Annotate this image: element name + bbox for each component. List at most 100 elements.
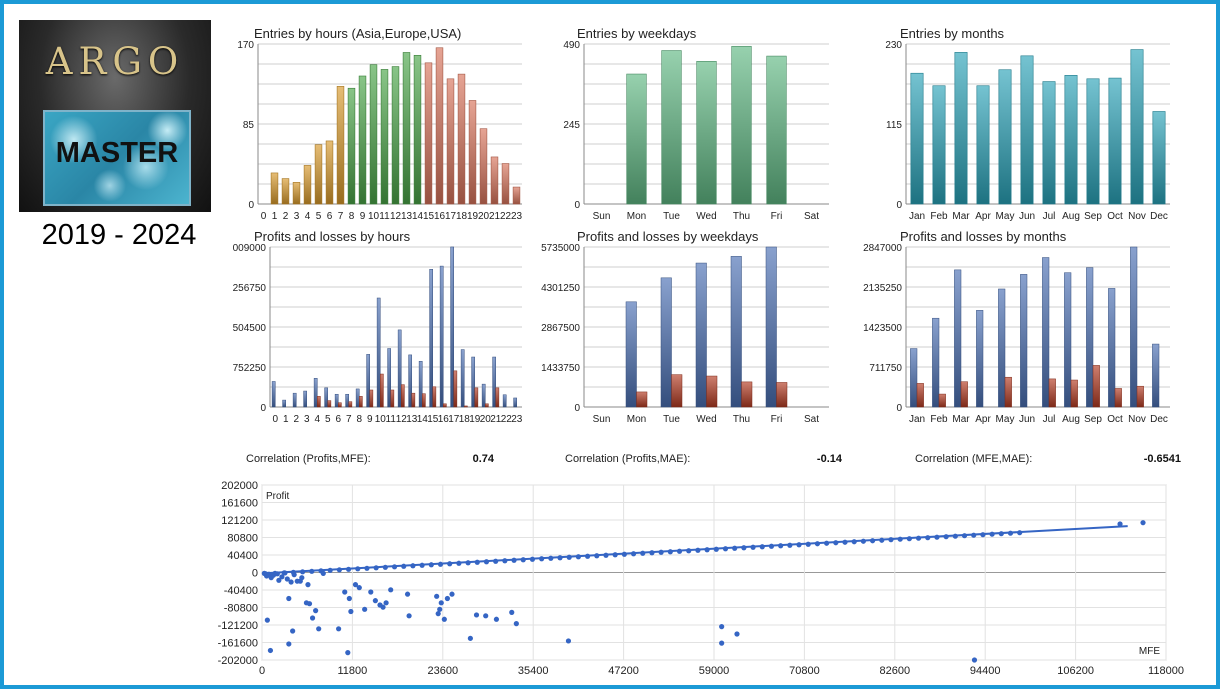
scatter-point: [565, 638, 572, 644]
scatter-x-tick-label: 106200: [1057, 665, 1094, 677]
scatter-point: [297, 578, 303, 584]
scatter-point: [502, 558, 508, 564]
scatter-point: [584, 553, 591, 559]
scatter-point: [520, 557, 526, 563]
y-tick-label: 256750: [233, 283, 267, 294]
scatter-point: [719, 624, 725, 630]
profit-bar-Mon: [625, 301, 637, 408]
scatter-point: [980, 532, 986, 538]
profit-bar-Jul: [1042, 257, 1050, 408]
scatter-point: [529, 556, 536, 562]
bar-May: [998, 69, 1012, 205]
x-tick-label: Nov: [1128, 414, 1146, 425]
scatter-point: [336, 626, 342, 632]
scatter-point: [750, 544, 756, 550]
y-tick-label: 711750: [869, 363, 902, 374]
y-tick-label: 2135250: [863, 283, 902, 294]
correlation-label-profits-mae: Correlation (Profits,MAE):: [565, 453, 691, 465]
scatter-point: [971, 657, 978, 663]
scatter-x-tick-label: 70800: [789, 665, 820, 677]
y-tick-label: 245: [563, 120, 580, 131]
scatter-point: [998, 531, 1004, 537]
scatter-point: [441, 616, 447, 622]
x-tick-label: 6: [335, 414, 341, 425]
x-tick-label: 9: [360, 211, 366, 222]
bar-10: [369, 64, 378, 205]
profit-bar-16: [439, 265, 444, 408]
scatter-y-label: Profit: [266, 491, 290, 502]
loss-bar-9: [369, 389, 374, 408]
x-tick-label: 22: [501, 414, 513, 425]
y-tick-label: 5735000: [541, 243, 580, 254]
x-tick-label: Dec: [1150, 414, 1168, 425]
scatter-x-tick-label: 82600: [880, 665, 911, 677]
bar-12: [391, 66, 400, 205]
scatter-point: [778, 543, 784, 549]
period-label: 2019 - 2024: [41, 219, 197, 251]
scatter-point: [372, 598, 378, 604]
y-tick-label: 752250: [233, 363, 267, 374]
x-tick-label: 12: [390, 211, 402, 222]
scatter-x-tick-label: 118000: [1148, 665, 1184, 677]
x-tick-label: Jun: [1019, 211, 1035, 222]
bar-Apr: [976, 85, 990, 205]
logo-bottom-text: MASTER: [55, 137, 179, 169]
loss-bar-Fri: [776, 382, 788, 408]
bar-5: [314, 144, 323, 205]
scatter-point: [282, 570, 288, 576]
scatter-y-tick-label: -40400: [224, 585, 258, 597]
scatter-point: [787, 542, 793, 548]
x-tick-label: 17: [448, 414, 460, 425]
scatter-point: [1117, 521, 1123, 527]
scatter-point: [305, 582, 311, 588]
scatter-point: [1007, 530, 1014, 536]
y-tick-label: 85: [243, 120, 255, 131]
y-tick-label: 504500: [233, 323, 267, 334]
profit-bar-21: [492, 356, 497, 408]
profit-bar-Jan: [910, 348, 918, 408]
scatter-point: [493, 558, 499, 564]
x-tick-label: 22: [500, 211, 512, 222]
bar-Nov: [1130, 49, 1144, 205]
title-pl-hours: Profits and losses by hours: [254, 229, 411, 244]
scatter-y-tick-label: 0: [252, 568, 258, 580]
bar-Mar: [954, 52, 968, 205]
x-tick-label: Fri: [771, 211, 783, 222]
scatter-point: [306, 601, 313, 607]
loss-bar-Sep: [1092, 365, 1100, 408]
x-tick-label: 11: [386, 414, 397, 425]
scatter-point: [456, 560, 462, 566]
x-tick-label: Mar: [952, 414, 970, 425]
chart-pl-months: 0 711750 1423500 2135250 2847000 Jan Feb Mar Apr…: [863, 243, 1170, 425]
bar-8: [347, 87, 356, 205]
scatter-point: [915, 535, 922, 541]
correlation-value-mfe-mae: -0.6541: [1143, 453, 1181, 465]
loss-bar-Tue: [671, 374, 683, 408]
bar-Oct: [1108, 77, 1122, 205]
profit-bar-Apr: [976, 310, 984, 408]
y-tick-label: 0: [574, 200, 580, 211]
profit-bar-Sep: [1086, 267, 1094, 408]
profit-bar-Aug: [1064, 272, 1072, 408]
scatter-point: [345, 650, 351, 656]
logo-water-image: [43, 110, 191, 206]
x-tick-label: Tue: [663, 211, 680, 222]
scatter-point: [286, 641, 292, 647]
scatter-point: [961, 533, 968, 539]
x-tick-label: 0: [261, 211, 267, 222]
scatter-point: [1017, 530, 1023, 536]
x-tick-label: 7: [338, 211, 344, 222]
profit-bar-May: [998, 288, 1006, 408]
scatter-point: [686, 548, 692, 554]
scatter-point: [449, 591, 455, 597]
scatter-y-tick-label: 202000: [221, 480, 258, 492]
x-tick-label: Aug: [1062, 414, 1080, 425]
scatter-point: [493, 616, 500, 622]
profit-bar-4: [313, 378, 318, 408]
x-tick-label: May: [996, 211, 1015, 222]
bar-19: [468, 100, 477, 205]
scatter-point: [352, 582, 359, 588]
x-tick-label: 17: [445, 211, 457, 222]
profit-bar-Dec: [1152, 343, 1160, 408]
